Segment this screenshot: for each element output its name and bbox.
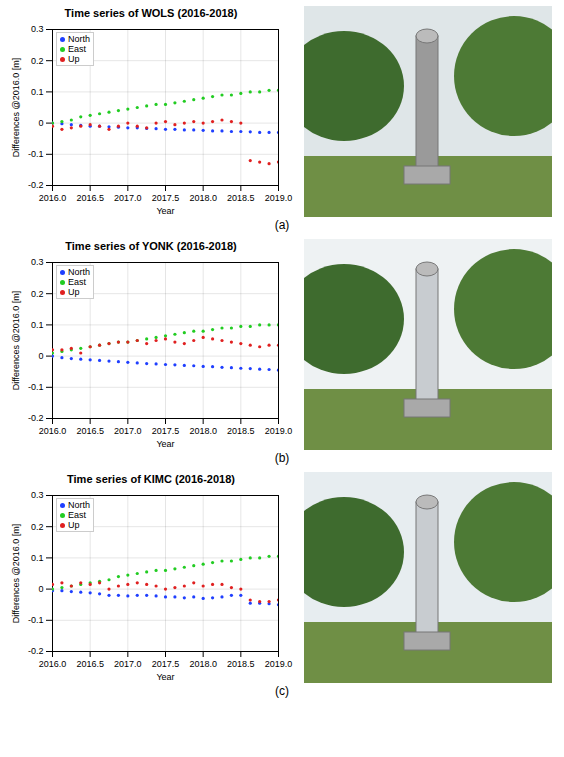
svg-text:Year: Year [156,672,174,682]
svg-text:0.3: 0.3 [31,257,44,267]
svg-text:2016.0: 2016.0 [39,659,67,669]
html-text:Time series of WOLS (2016-2018: Time series of WOLS (2016-2018) [64,7,238,19]
svg-text:0.2: 0.2 [31,522,44,532]
svg-text:-0.1: -0.1 [28,382,44,392]
html-text:East: East [68,277,86,287]
html-text:(c): (c) [275,684,289,698]
svg-text:0.1: 0.1 [31,320,44,330]
svg-text:2018.5: 2018.5 [227,193,255,203]
svg-text:0.2: 0.2 [31,56,44,66]
svg-text:2018.0: 2018.0 [189,193,217,203]
svg-text:-0.2: -0.2 [28,646,44,656]
svg-text:2018.5: 2018.5 [227,426,255,436]
html-text:East: East [68,510,86,520]
svg-text:Differences @2016.0 [m]: Differences @2016.0 [m] [11,524,21,624]
svg-text:0: 0 [38,584,43,594]
svg-text:2016.0: 2016.0 [39,426,67,436]
svg-text:2019.0: 2019.0 [265,426,293,436]
html-text:Up: Up [68,287,80,297]
svg-text:2016.5: 2016.5 [76,193,104,203]
svg-text:0: 0 [38,118,43,128]
html-text:North: North [68,500,90,510]
svg-text:0.1: 0.1 [31,87,44,97]
svg-text:2018.0: 2018.0 [189,659,217,669]
svg-text:2017.5: 2017.5 [152,193,180,203]
html-text:(b): (b) [274,451,290,465]
svg-text:Year: Year [156,439,174,449]
html-text:East: East [68,44,86,54]
svg-text:2017.5: 2017.5 [152,659,180,669]
html-text:North: North [68,267,90,277]
svg-text:Year: Year [156,206,174,216]
svg-text:2017.0: 2017.0 [114,659,142,669]
svg-text:2019.0: 2019.0 [265,659,293,669]
svg-text:2016.0: 2016.0 [39,193,67,203]
svg-text:2018.5: 2018.5 [227,659,255,669]
svg-text:0.2: 0.2 [31,289,44,299]
svg-text:0.3: 0.3 [31,24,44,34]
svg-text:2017.5: 2017.5 [152,426,180,436]
svg-text:-0.2: -0.2 [28,180,44,190]
svg-text:0.1: 0.1 [31,553,44,563]
html-text:North: North [68,34,90,44]
svg-text:-0.2: -0.2 [28,413,44,423]
svg-text:2017.0: 2017.0 [114,426,142,436]
svg-text:0: 0 [38,351,43,361]
html-text:Up: Up [68,54,80,64]
svg-text:Differences @2016.0 [m]: Differences @2016.0 [m] [11,58,21,158]
svg-text:-0.1: -0.1 [28,615,44,625]
svg-text:2017.0: 2017.0 [114,193,142,203]
svg-text:2016.5: 2016.5 [76,426,104,436]
html-text:Time series of KIMC (2016-2018: Time series of KIMC (2016-2018) [67,473,235,485]
svg-text:2016.5: 2016.5 [76,659,104,669]
svg-text:-0.1: -0.1 [28,149,44,159]
html-text:(a): (a) [274,218,290,232]
svg-text:2018.0: 2018.0 [189,426,217,436]
svg-text:0.3: 0.3 [31,490,44,500]
svg-text:Differences @2016.0 [m]: Differences @2016.0 [m] [11,291,21,391]
svg-text:2019.0: 2019.0 [265,193,293,203]
html-text:Up: Up [68,520,80,530]
html-text:Time series of YONK (2016-2018: Time series of YONK (2016-2018) [65,240,237,252]
